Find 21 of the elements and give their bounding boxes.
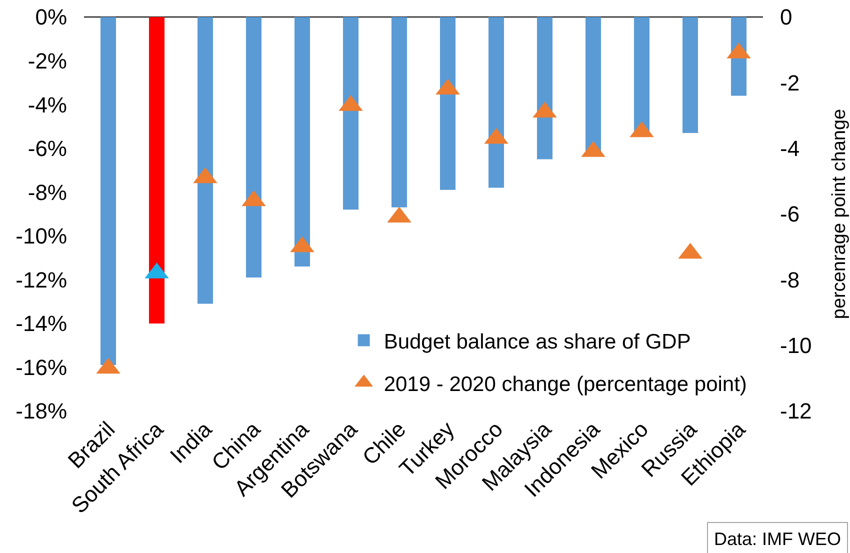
y2-tick-label: 0 xyxy=(780,4,792,30)
y2-tick-label: -12 xyxy=(780,398,812,424)
legend-label: 2019 - 2020 change (percentage point) xyxy=(384,372,747,396)
y-tick-label: -14% xyxy=(16,311,67,336)
y-tick-label: 0% xyxy=(35,4,67,30)
y2-axis-title: percenrage point change xyxy=(829,108,850,320)
text: Data: IMF WEO xyxy=(714,529,842,549)
y-tick-label: -8% xyxy=(28,180,67,205)
y-tick-label: -16% xyxy=(16,354,67,380)
y2-tick-label: -2 xyxy=(780,70,800,96)
y2-tick-label: -8 xyxy=(780,267,800,292)
y2-tick-label: -10 xyxy=(780,333,812,358)
y-tick-label: -2% xyxy=(28,48,67,74)
y-tick-label: -6% xyxy=(28,136,67,162)
y2-tick-label: -4 xyxy=(780,136,800,162)
y-tick-label: -10% xyxy=(16,224,67,249)
y-tick-label: -12% xyxy=(16,267,67,292)
legend-label: Budget balance as share of GDP xyxy=(384,330,691,354)
y-tick-label: -18% xyxy=(16,398,67,424)
y2-tick-label: -6 xyxy=(780,202,800,227)
y-tick-label: -4% xyxy=(28,92,67,118)
